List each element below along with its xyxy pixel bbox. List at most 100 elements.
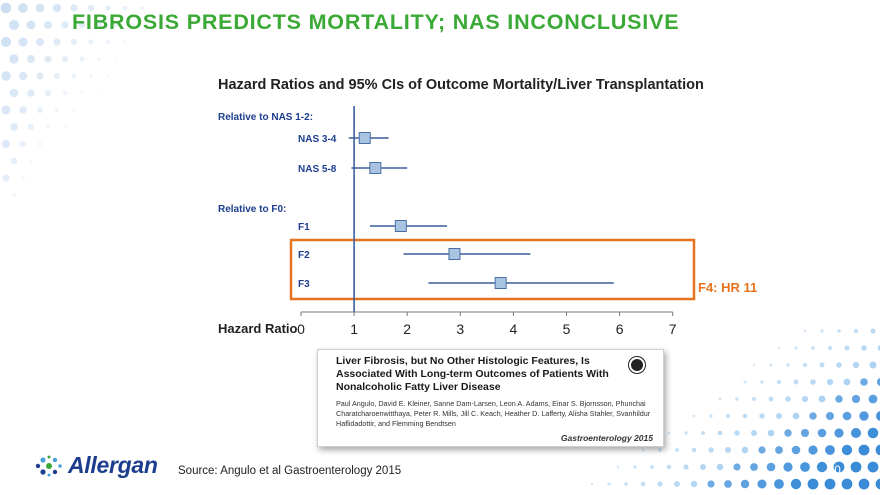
deco-dot bbox=[877, 344, 880, 352]
deco-dot bbox=[616, 465, 620, 469]
allergan-logo: Allergan bbox=[34, 452, 158, 479]
hr-marker bbox=[494, 277, 507, 289]
logo-dot bbox=[40, 468, 46, 475]
deco-dot bbox=[836, 362, 842, 368]
deco-dot bbox=[826, 412, 834, 420]
deco-dot bbox=[657, 481, 663, 487]
deco-dot bbox=[9, 88, 19, 98]
deco-dot bbox=[867, 427, 879, 439]
deco-dot bbox=[114, 57, 118, 61]
deco-dot bbox=[858, 478, 870, 490]
deco-dot bbox=[735, 397, 739, 401]
deco-dot bbox=[18, 71, 28, 81]
deco-dot bbox=[37, 107, 43, 113]
logo-dot bbox=[52, 469, 58, 474]
deco-dot bbox=[826, 378, 834, 386]
citation-box: Liver Fibrosis, but No Other Histologic … bbox=[317, 349, 664, 447]
logo-dot bbox=[40, 456, 46, 463]
deco-dot bbox=[875, 478, 880, 490]
deco-dot bbox=[783, 462, 793, 472]
deco-dot bbox=[733, 463, 741, 471]
deco-dot bbox=[105, 39, 111, 45]
x-tick-label: 5 bbox=[563, 321, 571, 337]
deco-dot bbox=[140, 6, 144, 10]
deco-dot bbox=[811, 346, 815, 350]
deco-dot bbox=[10, 157, 18, 165]
deco-dot bbox=[757, 479, 767, 489]
deco-dot bbox=[725, 447, 731, 453]
deco-dot bbox=[870, 328, 876, 334]
deco-dot bbox=[63, 125, 67, 129]
deco-dot bbox=[802, 362, 808, 368]
deco-dot bbox=[675, 448, 679, 452]
f4-annotation: F4: HR 11 bbox=[698, 280, 757, 295]
deco-dot bbox=[19, 140, 27, 148]
x-tick-label: 1 bbox=[350, 321, 358, 337]
deco-dot bbox=[768, 396, 774, 402]
deco-dot bbox=[850, 461, 862, 473]
deco-dot bbox=[27, 89, 35, 97]
deco-dot bbox=[837, 329, 841, 333]
deco-dot bbox=[88, 39, 94, 45]
logo-dot bbox=[47, 473, 51, 476]
highlight-box bbox=[289, 238, 696, 301]
deco-dot bbox=[70, 4, 78, 12]
deco-dot bbox=[734, 430, 740, 436]
crossmark-icon bbox=[629, 357, 645, 373]
deco-dot bbox=[590, 482, 594, 486]
deco-dot bbox=[819, 362, 825, 368]
deco-dot bbox=[810, 379, 816, 385]
deco-dot bbox=[724, 480, 732, 488]
deco-dot bbox=[842, 411, 852, 421]
deco-dot bbox=[876, 378, 880, 386]
deco-dot bbox=[766, 462, 776, 472]
deco-dot bbox=[650, 465, 654, 469]
deco-dot bbox=[867, 461, 879, 473]
deco-dot bbox=[759, 413, 765, 419]
x-tick-label: 4 bbox=[510, 321, 518, 337]
deco-dot bbox=[11, 192, 17, 198]
deco-dot bbox=[131, 23, 135, 27]
deco-dot bbox=[667, 431, 671, 435]
logo-dot bbox=[35, 463, 41, 468]
deco-dot bbox=[624, 482, 628, 486]
x-tick-label: 7 bbox=[669, 321, 677, 337]
deco-dot bbox=[833, 461, 845, 473]
deco-dot bbox=[10, 123, 18, 131]
group-label: Relative to F0: bbox=[218, 204, 286, 215]
deco-dot bbox=[87, 4, 95, 12]
citation-title: Liver Fibrosis, but No Other Histologic … bbox=[336, 355, 609, 393]
deco-dot bbox=[742, 413, 748, 419]
deco-dot bbox=[52, 3, 62, 13]
deco-dot bbox=[2, 174, 10, 182]
deco-dot bbox=[45, 90, 51, 96]
deco-dot bbox=[18, 37, 28, 47]
deco-dot bbox=[824, 478, 836, 490]
deco-dot bbox=[701, 431, 705, 435]
deco-dot bbox=[53, 38, 61, 46]
deco-dot bbox=[751, 430, 757, 436]
deco-dot bbox=[640, 481, 646, 487]
deco-dot bbox=[858, 444, 870, 456]
deco-dot bbox=[54, 107, 60, 113]
deco-dot bbox=[26, 54, 36, 64]
deco-dot bbox=[105, 5, 111, 11]
citation-authors: Paul Angulo, David E. Kleiner, Sanne Dam… bbox=[336, 399, 651, 428]
deco-dot bbox=[707, 480, 715, 488]
deco-dot bbox=[825, 445, 835, 455]
deco-dot bbox=[758, 446, 766, 454]
deco-dot bbox=[767, 429, 775, 437]
deco-dot bbox=[26, 20, 36, 30]
deco-dot bbox=[875, 444, 880, 456]
citation-journal: Gastroenterology 2015 bbox=[560, 433, 653, 443]
deco-dot bbox=[61, 21, 69, 29]
allergan-logo-icon bbox=[35, 455, 62, 476]
deco-dot bbox=[861, 345, 867, 351]
deco-dot bbox=[716, 463, 724, 471]
deco-dot bbox=[760, 380, 764, 384]
hr-marker bbox=[394, 220, 407, 232]
logo-dot bbox=[46, 462, 52, 469]
deco-dot bbox=[9, 20, 19, 30]
deco-dot bbox=[21, 176, 25, 180]
chart-title: Hazard Ratios and 95% CIs of Outcome Mor… bbox=[218, 77, 704, 93]
